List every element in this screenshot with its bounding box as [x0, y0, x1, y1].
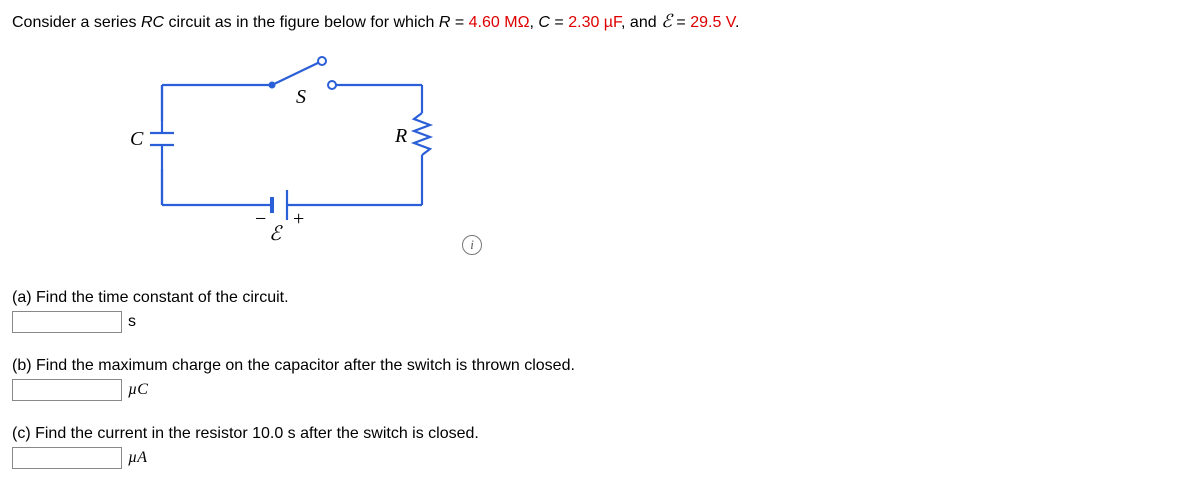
info-icon[interactable]: i [462, 235, 482, 255]
text: = [550, 14, 568, 31]
label-c: C [130, 128, 144, 150]
text: circuit as in the figure below for which [164, 14, 439, 31]
part-c-text: (c) Find the current in the resistor 10.… [12, 425, 1188, 443]
c-value: 2.30 µF [568, 14, 621, 31]
problem-statement: Consider a series RC circuit as in the f… [12, 8, 1188, 35]
text: = [450, 14, 468, 31]
part-a-unit: s [128, 313, 136, 331]
rc-symbol: RC [141, 14, 164, 31]
part-b-text: (b) Find the maximum charge on the capac… [12, 357, 1188, 375]
label-minus: − [255, 208, 266, 230]
emf-value: 29.5 V [690, 14, 735, 31]
part-b-input[interactable] [12, 379, 122, 401]
part-a: (a) Find the time constant of the circui… [12, 289, 1188, 333]
text: . [735, 14, 739, 31]
circuit-svg: C S R ℰ + − [112, 45, 452, 245]
part-b: (b) Find the maximum charge on the capac… [12, 357, 1188, 401]
c-symbol: C [538, 14, 550, 31]
text: , and [621, 14, 661, 31]
r-symbol: R [439, 14, 451, 31]
label-emf: ℰ [269, 223, 283, 245]
circuit-figure: C S R ℰ + − i [112, 45, 552, 265]
label-plus: + [293, 208, 304, 230]
part-c: (c) Find the current in the resistor 10.… [12, 425, 1188, 469]
part-c-unit: µA [128, 449, 147, 467]
text: Consider a series [12, 14, 141, 31]
part-b-unit: µC [128, 381, 148, 399]
part-a-text: (a) Find the time constant of the circui… [12, 289, 1188, 307]
part-c-input[interactable] [12, 447, 122, 469]
r-value: 4.60 MΩ [469, 14, 530, 31]
emf-symbol: ℰ [661, 11, 672, 31]
text: = [672, 14, 690, 31]
part-a-input[interactable] [12, 311, 122, 333]
label-r: R [394, 125, 407, 147]
label-s: S [296, 86, 306, 108]
